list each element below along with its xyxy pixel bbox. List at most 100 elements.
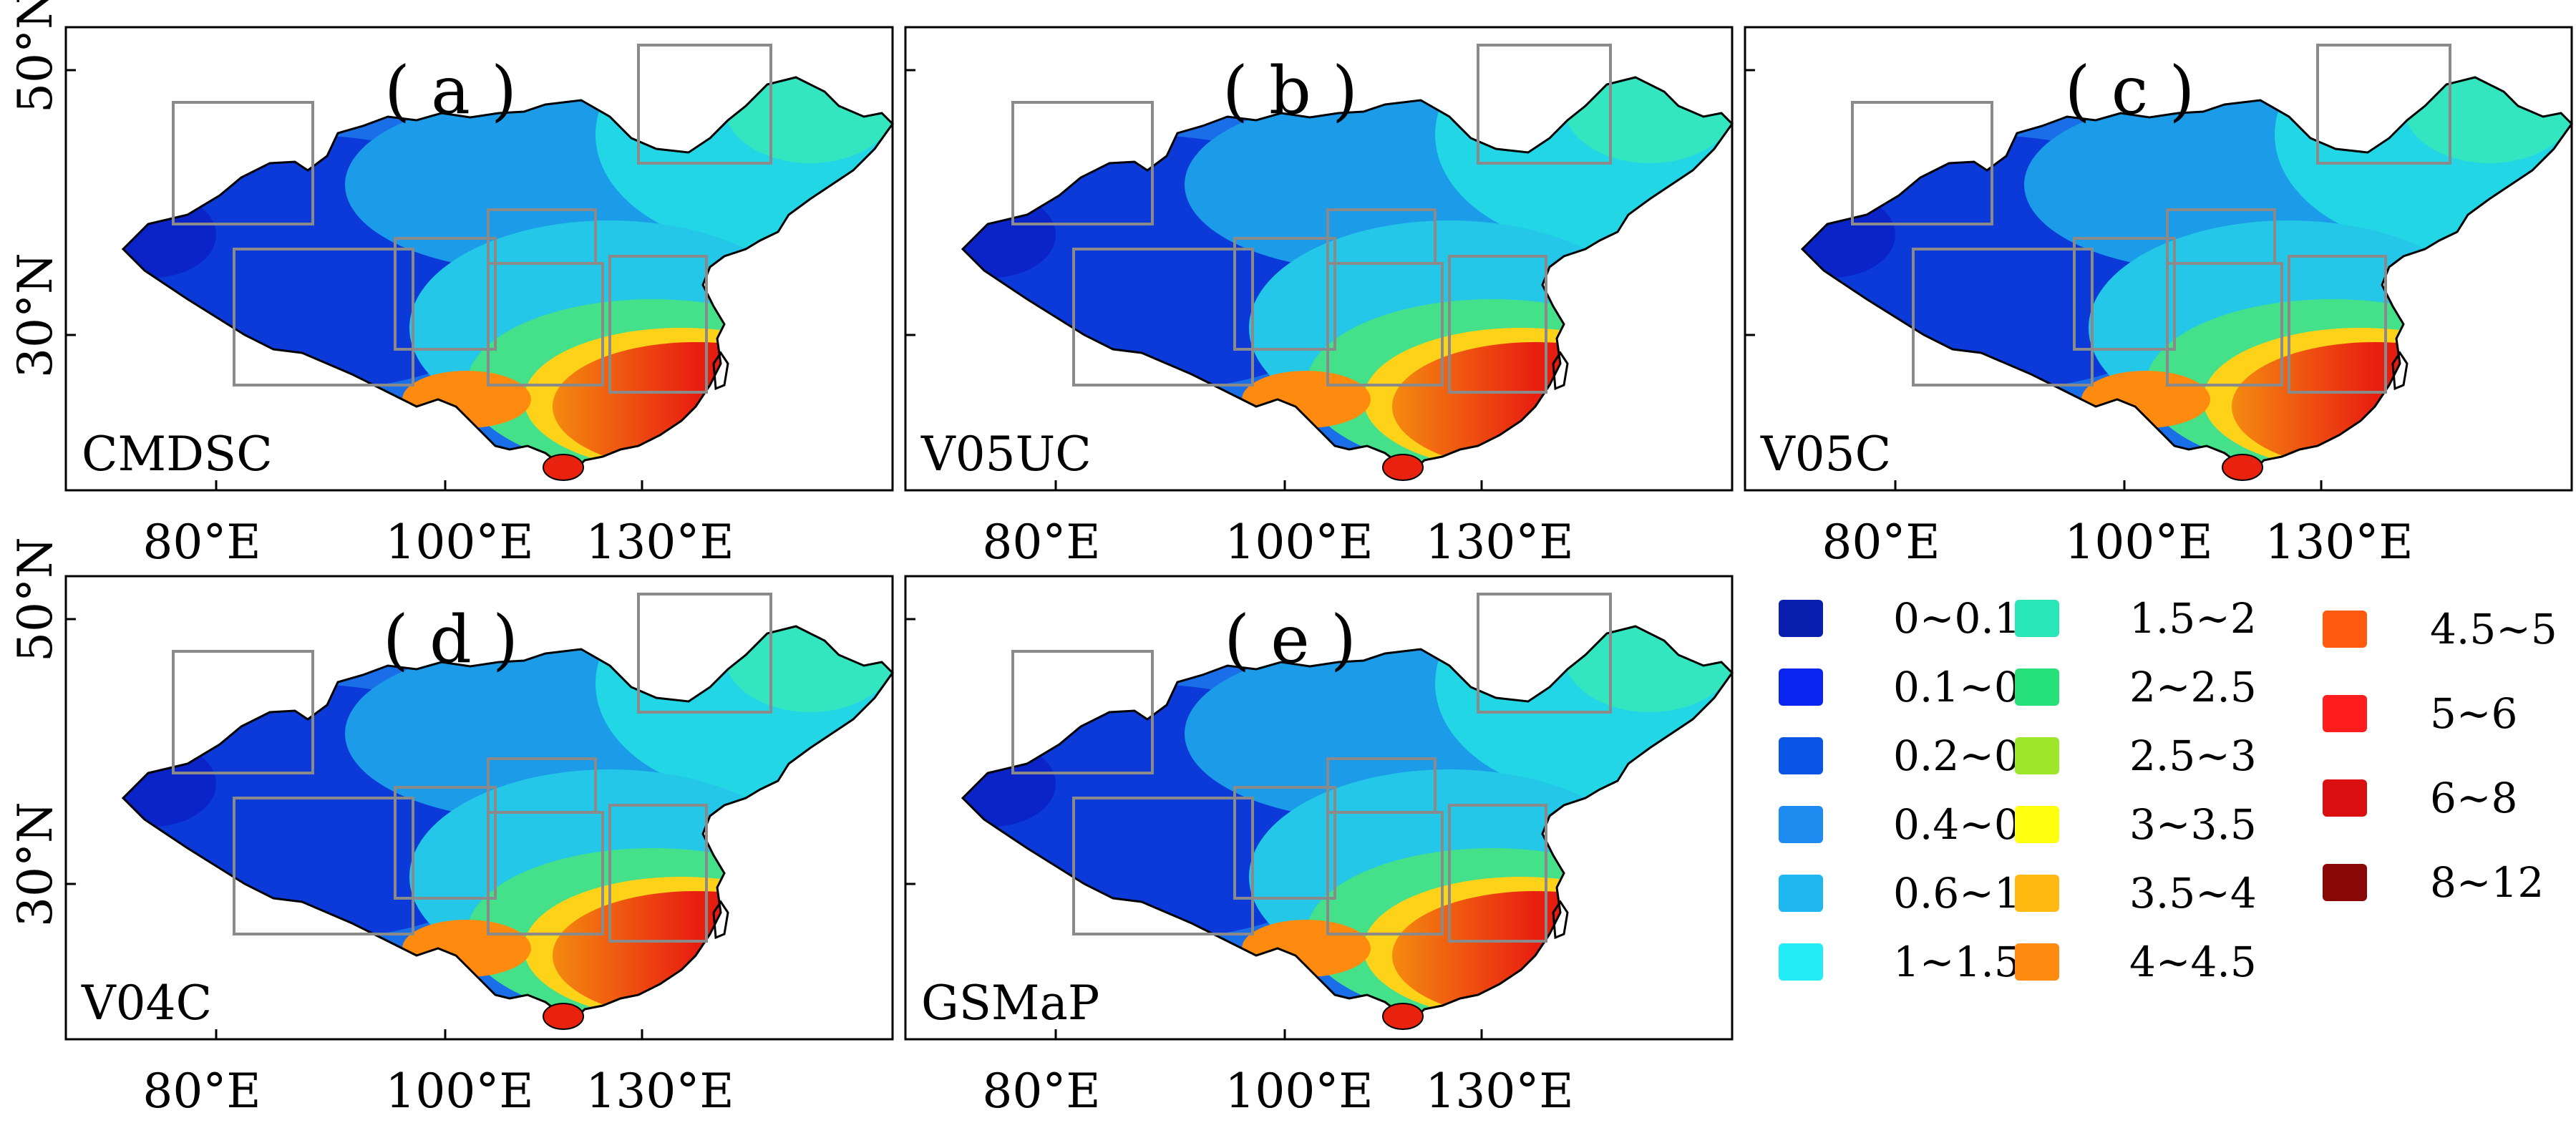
lon-tick-label: 80°E: [142, 515, 261, 570]
legend-swatch: [1779, 943, 1823, 981]
legend-item: 8~12: [2323, 858, 2544, 907]
region-box: [1011, 650, 1154, 774]
legend-swatch: [2015, 943, 2059, 981]
lon-tick-label: 100°E: [385, 1064, 533, 1119]
legend-item: 0.2~0.4: [1779, 731, 2060, 780]
region-box: [233, 248, 414, 387]
region-box: [2166, 208, 2276, 265]
lon-tick-label: 130°E: [1425, 515, 1573, 570]
lon-tick-label: 100°E: [1225, 515, 1373, 570]
region-box: [1326, 757, 1437, 814]
legend-item: 3.5~4: [2015, 869, 2257, 918]
region-box: [487, 757, 597, 814]
lon-tick-label: 80°E: [982, 515, 1100, 570]
source-label: V04C: [81, 976, 212, 1031]
country-outline: [961, 76, 1734, 472]
panel-label: ( b ): [1223, 52, 1358, 129]
lon-tick-label: 100°E: [1225, 1064, 1373, 1119]
map-panel-a: ( a ) CMDSC 50°N 30°N 80°E 100°E 130°E: [8, 0, 894, 570]
country-outline: [961, 625, 1734, 1021]
region-box: [608, 804, 708, 943]
region-box: [2316, 44, 2451, 165]
region-box: [1326, 208, 1437, 265]
region-box: [1912, 248, 2094, 387]
legend-label: 3~3.5: [2129, 800, 2257, 849]
legend-item: 0.6~1: [1779, 869, 2021, 918]
legend-swatch: [1779, 875, 1823, 912]
lon-tick-label: 130°E: [2265, 515, 2413, 570]
island-outline: [2391, 351, 2409, 391]
region-box: [1233, 786, 1336, 900]
island: [543, 1003, 584, 1030]
map-panel-d: ( d ) V04C 50°N 30°N 80°E 100°E 130°E: [8, 537, 894, 1119]
panel-label: ( a ): [384, 52, 517, 129]
panel-label: ( c ): [2065, 52, 2195, 129]
lon-tick-label: 80°E: [1822, 515, 1940, 570]
legend-swatch: [2323, 779, 2367, 817]
island: [2222, 454, 2263, 481]
legend-swatch: [2015, 669, 2059, 706]
legend-swatch: [2323, 695, 2367, 732]
legend-item: 6~8: [2323, 774, 2517, 822]
legend-label: 1~1.5: [1893, 938, 2021, 986]
source-label: V05UC: [920, 427, 1092, 482]
legend-swatch: [1779, 806, 1823, 843]
region-box: [2073, 237, 2176, 351]
lat-tick-label: 30°N: [8, 253, 63, 378]
legend-label: 6~8: [2430, 774, 2517, 822]
lat-tick-label: 50°N: [8, 537, 63, 662]
region-box: [172, 650, 314, 774]
lon-tick-label: 130°E: [1425, 1064, 1573, 1119]
lon-tick-label: 80°E: [982, 1064, 1100, 1119]
legend-item: 1~1.5: [1779, 938, 2021, 986]
island-outline: [712, 900, 729, 940]
legend-item: 0~0.1: [1779, 594, 2021, 643]
legend-swatch: [2015, 806, 2059, 843]
legend-swatch: [1779, 669, 1823, 706]
legend-item: 2~2.5: [2015, 663, 2257, 711]
legend-label: 5~6: [2430, 689, 2517, 738]
source-label: GSMaP: [921, 976, 1099, 1031]
panel-label: ( e ): [1224, 601, 1356, 678]
legend-item: 4~4.5: [2015, 938, 2257, 986]
legend-label: 4.5~5: [2430, 605, 2557, 653]
island-outline: [1552, 351, 1569, 391]
region-box: [2288, 255, 2387, 394]
region-box: [637, 593, 772, 714]
legend-label: 2~2.5: [2129, 663, 2257, 711]
map-panel-e: ( e ) GSMaP 80°E 100°E 130°E: [904, 575, 1734, 1119]
map-panel-b: ( b ) V05UC 80°E 100°E 130°E: [904, 26, 1734, 570]
legend-label: 1.5~2: [2129, 594, 2257, 643]
lat-tick-label: 30°N: [8, 802, 63, 927]
legend-swatch: [2323, 864, 2367, 901]
region-box: [637, 44, 772, 165]
region-box: [1477, 44, 1612, 165]
region-box: [608, 255, 708, 394]
region-box: [394, 786, 497, 900]
country-outline: [121, 625, 894, 1021]
region-box: [1851, 101, 1993, 225]
country-outline: [121, 76, 894, 472]
legend-item: 5~6: [2323, 689, 2517, 738]
lon-tick-label: 130°E: [585, 1064, 734, 1119]
lat-tick-label: 50°N: [8, 0, 63, 113]
region-box: [394, 237, 497, 351]
legend-label: 0.6~1: [1893, 869, 2021, 918]
source-label: V05C: [1760, 427, 1891, 482]
legend-label: 4~4.5: [2129, 938, 2257, 986]
island-outline: [1552, 900, 1569, 940]
island: [543, 454, 584, 481]
map-panel-c: ( c ) V05C 80°E 100°E 130°E: [1744, 26, 2573, 570]
legend-label: 2.5~3: [2129, 731, 2257, 780]
region-box: [1072, 248, 1254, 387]
legend-label: 0~0.1: [1893, 594, 2021, 643]
legend-swatch: [2323, 611, 2367, 648]
lon-tick-label: 80°E: [142, 1064, 261, 1119]
island-outline: [712, 351, 729, 391]
panel-label: ( d ): [383, 601, 518, 678]
region-box: [1233, 237, 1336, 351]
region-box: [233, 797, 414, 935]
legend-item: 2.5~3: [2015, 731, 2257, 780]
legend: 0~0.10.1~0.20.2~0.40.4~0.60.6~11~1.51.5~…: [1779, 594, 2557, 986]
legend-item: 1.5~2: [2015, 594, 2257, 643]
